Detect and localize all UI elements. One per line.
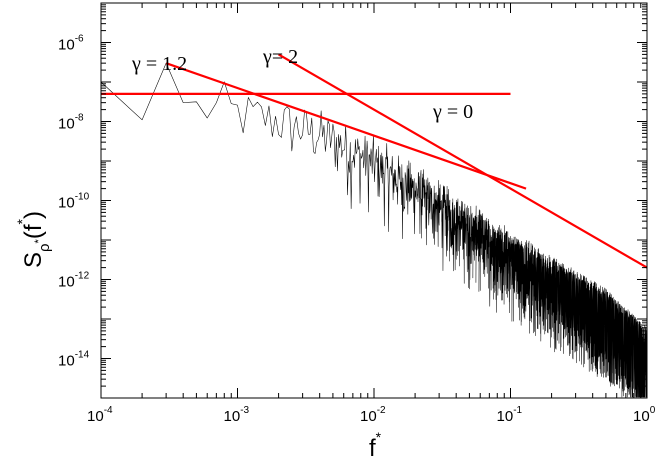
fit-label-gamma-2: γ= 2 — [262, 46, 298, 68]
fit-label-gamma-0: γ = 0 — [432, 101, 473, 123]
x-tick-exp: -4 — [104, 405, 113, 416]
y-tick-exp: -8 — [75, 113, 84, 124]
x-tick-label: 100 — [633, 405, 656, 425]
y-tick-base: 10 — [58, 274, 75, 291]
x-tick-label: 10-2 — [360, 405, 386, 425]
fit-line-gamma-1-2 — [165, 62, 527, 190]
y-tick-exp: -14 — [75, 350, 90, 361]
y-tick-label: 10-14 — [58, 350, 90, 370]
y-axis-label-arg-open: (f — [20, 224, 47, 239]
spectrum-line — [100, 62, 648, 398]
x-tick-label: 10-4 — [87, 405, 113, 425]
y-tick-base: 10 — [58, 37, 75, 54]
y-tick-exp: -10 — [75, 192, 90, 203]
x-tick-base: 10 — [497, 408, 514, 425]
x-tick-base: 10 — [360, 408, 377, 425]
y-axis-label: Sρ*(f*) — [14, 211, 53, 268]
y-tick-label: 10-12 — [58, 271, 90, 291]
x-tick-exp: -1 — [513, 405, 522, 416]
fit-annotations: γ = 0 γ = 1.2 γ= 2 — [131, 46, 473, 123]
y-axis-label-arg-sup: * — [14, 218, 30, 224]
y-axis-label-sub: ρ — [36, 243, 53, 252]
y-tick-base: 10 — [58, 116, 75, 133]
y-axis-label-subsup: * — [33, 238, 45, 243]
plot-frame — [100, 2, 648, 399]
x-tick-label: 10-3 — [224, 405, 250, 425]
x-axis-label: f* — [369, 429, 382, 462]
y-axis-label-arg-close: ) — [20, 211, 47, 219]
plot-area — [100, 62, 648, 398]
y-tick-base: 10 — [58, 195, 75, 212]
x-tick-exp: -2 — [377, 405, 386, 416]
x-tick-labels: 10-4 10-3 10-2 10-1 100 — [87, 405, 656, 425]
y-tick-label: 10-8 — [58, 113, 84, 133]
x-tick-exp: -3 — [240, 405, 249, 416]
y-tick-label: 10-10 — [58, 192, 90, 212]
x-tick-label: 10-1 — [497, 405, 523, 425]
x-axis-label-sup: * — [376, 429, 382, 445]
y-tick-exp: -6 — [75, 34, 84, 45]
x-tick-base: 10 — [87, 408, 104, 425]
y-tick-base: 10 — [58, 353, 75, 370]
fit-label-gamma-1-2: γ = 1.2 — [131, 53, 187, 75]
x-tick-exp: 0 — [650, 405, 656, 416]
x-tick-base: 10 — [224, 408, 241, 425]
y-axis-label-main: S — [20, 252, 47, 268]
fit-lines — [101, 53, 648, 269]
axis-ticks — [100, 2, 648, 399]
fit-line-gamma-2 — [278, 53, 648, 269]
x-tick-base: 10 — [633, 408, 650, 425]
y-tick-label: 10-6 — [58, 34, 84, 54]
x-axis-label-main: f — [369, 435, 376, 462]
y-tick-exp: -12 — [75, 271, 90, 282]
